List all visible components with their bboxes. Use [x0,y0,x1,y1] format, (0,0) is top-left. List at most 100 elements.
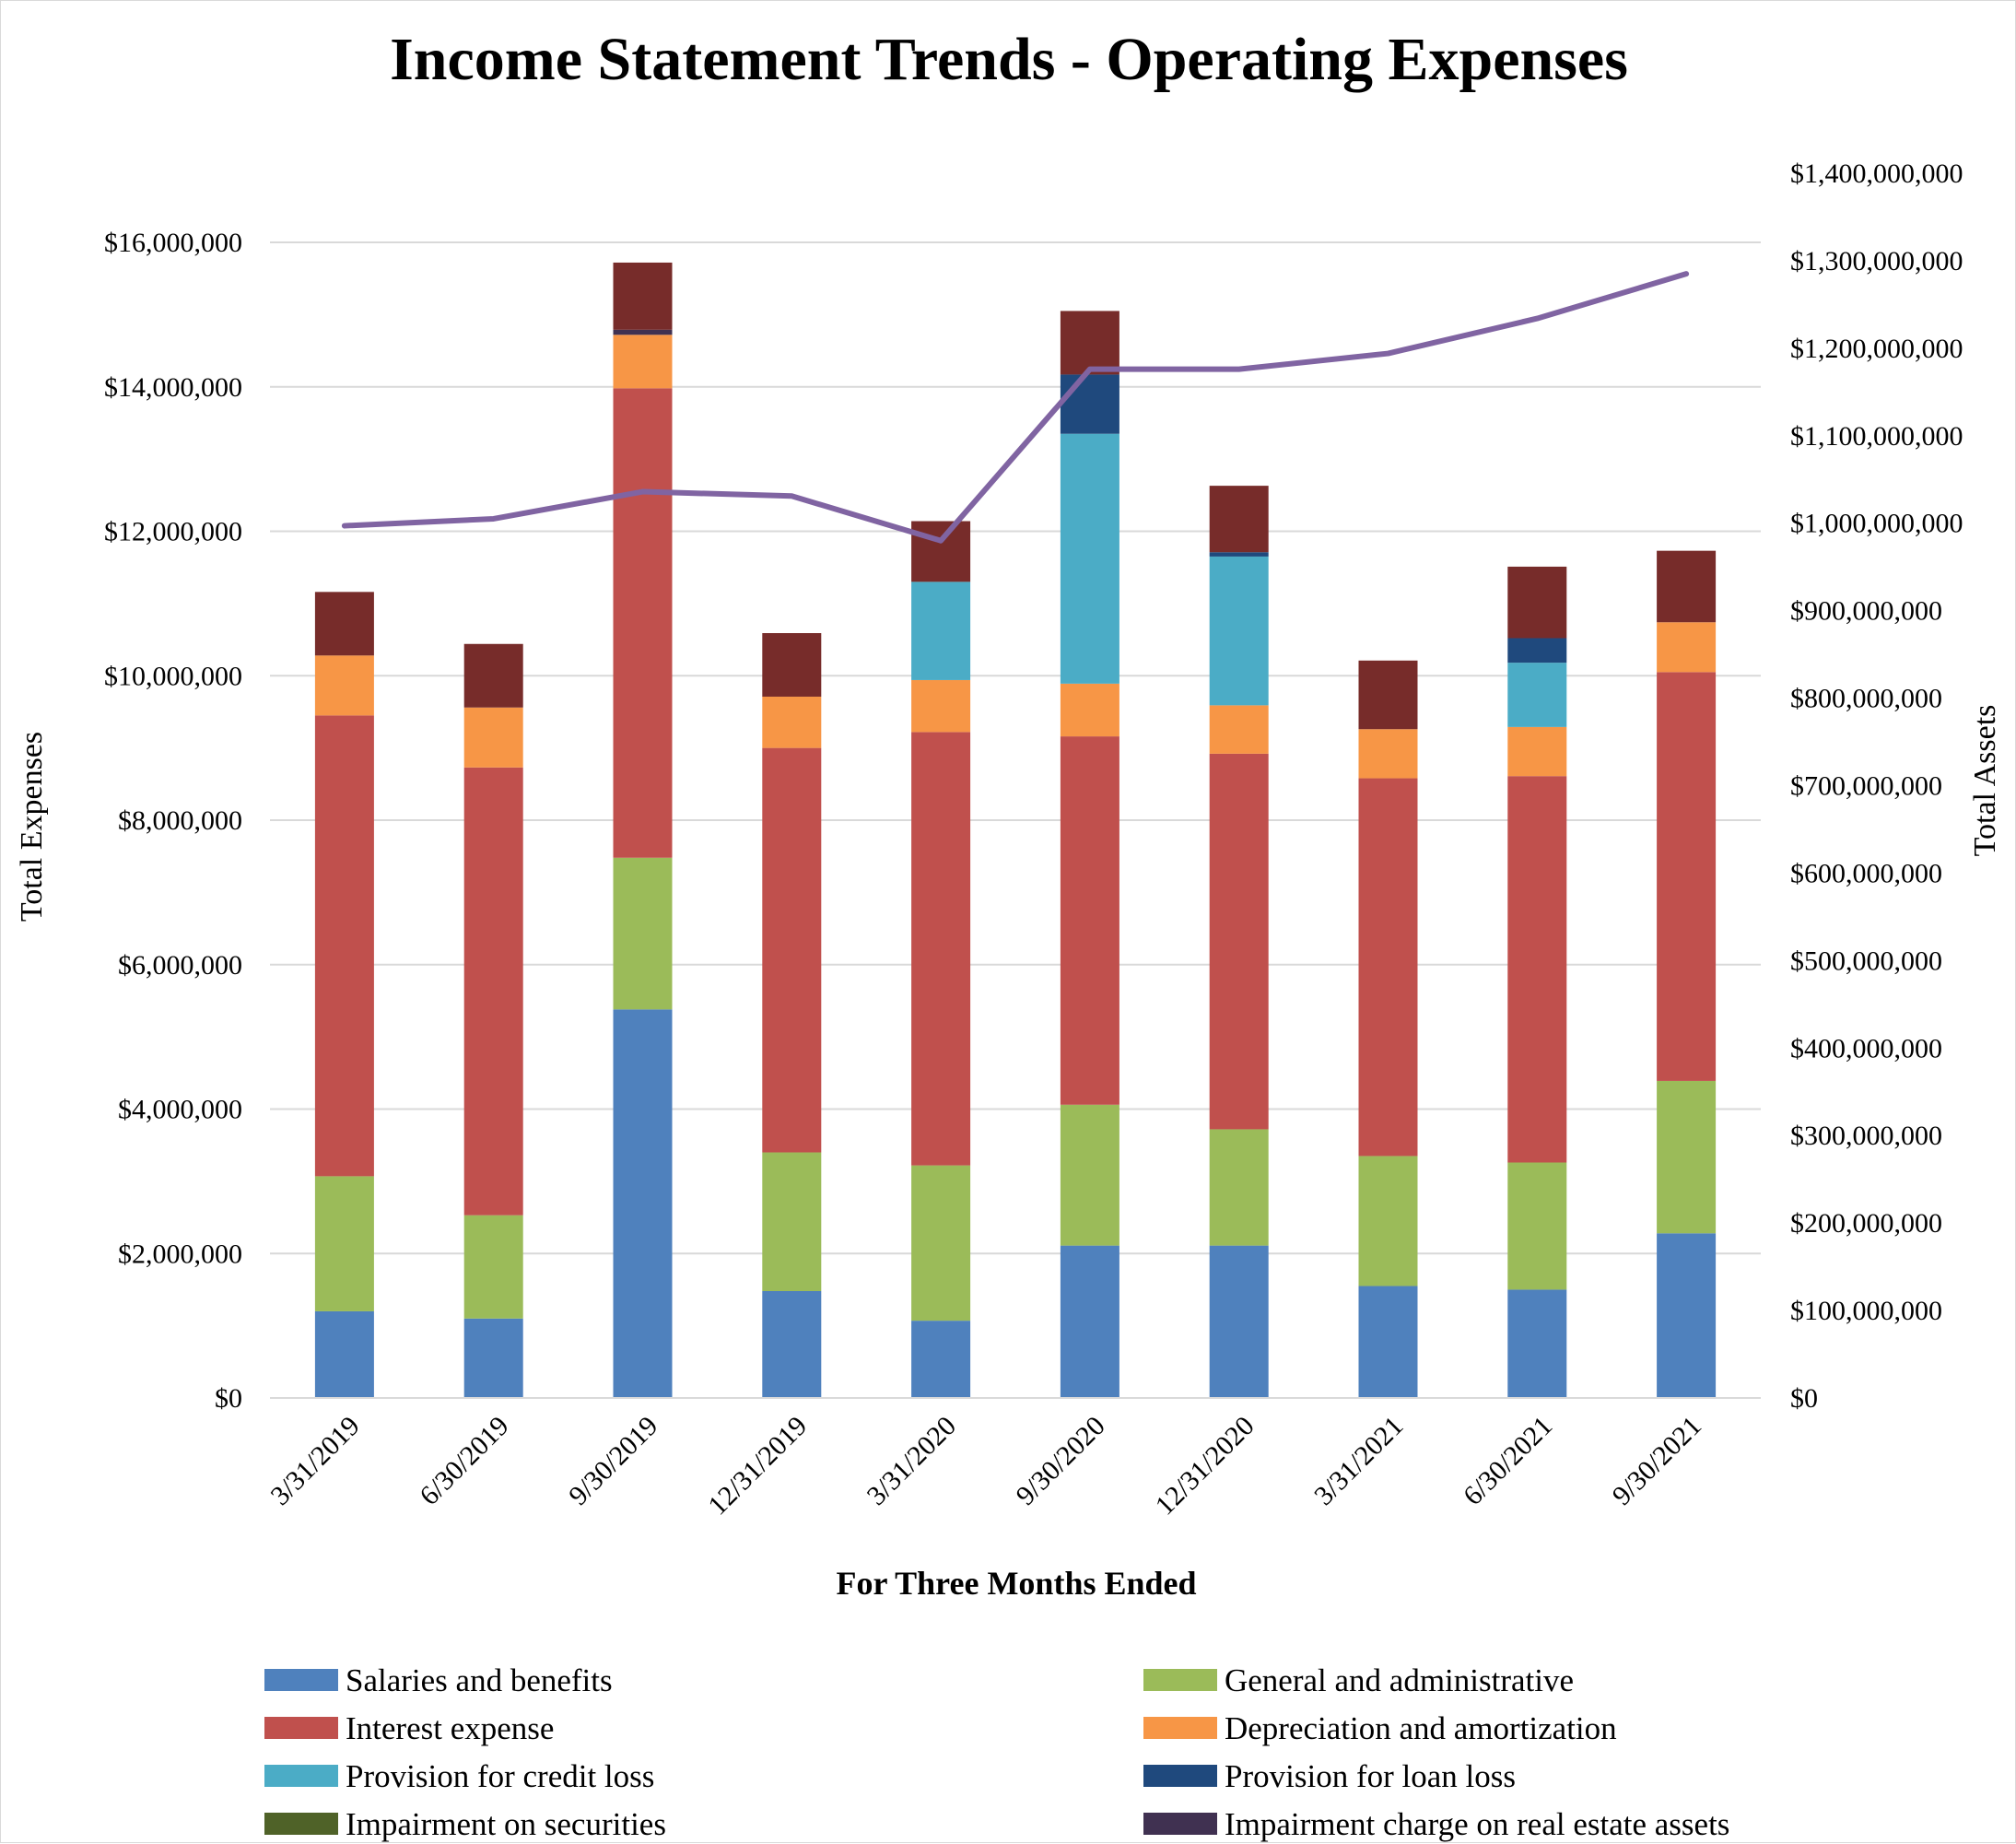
legend-swatch [1143,1813,1217,1835]
bar-segment-salaries-and-benefits [314,1310,374,1398]
bar-segment-depreciation-and-amortization [762,696,822,748]
bar-segment-interest-expense [762,747,822,1153]
left-axis-ticks: $0 $2,000,000 $4,000,000 $6,000,000 $8,000,0… [104,228,242,1414]
y-axis-title: Total Expenses [15,732,49,922]
y2-tick-label: $500,000,000 [1790,945,1942,976]
bar-segment-depreciation-and-amortization [1060,683,1119,737]
bar-segment-provision-for-loan-loss [1507,638,1567,664]
x-tick-label: 3/31/2021 [1308,1411,1409,1511]
bar-segment-depreciation-and-amortization [613,335,673,389]
bar-segment-depreciation-and-amortization [1657,622,1717,673]
bar-segment-salaries-and-benefits [613,1009,673,1398]
y2-tick-label: $900,000,000 [1790,596,1942,627]
y2-tick-label: $800,000,000 [1790,684,1942,714]
legend: Salaries and benefits General and adminis… [264,1662,1729,1842]
bar-segment-other [613,262,673,330]
chart-title: Income Statement Trends - Operating Expe… [390,26,1628,93]
x-tick-label: 12/31/2020 [1150,1411,1260,1521]
y2-tick-label: $1,300,000,000 [1790,246,1963,276]
bar-segment-general-and-administrative [1507,1162,1567,1290]
bar-segment-salaries-and-benefits [1358,1286,1418,1398]
bar-segment-depreciation-and-amortization [1507,726,1567,777]
x-tick-label: 12/31/2019 [702,1411,813,1521]
bar-segment-impairment-charge-on-real-estate-assets [613,329,673,335]
bar-segment-interest-expense [463,767,523,1216]
y2-tick-label: $0 [1790,1383,1818,1414]
bar-segment-salaries-and-benefits [1209,1245,1269,1398]
legend-label: General and administrative [1225,1662,1574,1698]
x-axis-title: For Three Months Ended [836,1565,1196,1602]
legend-swatch [264,1669,338,1691]
y2-tick-label: $600,000,000 [1790,858,1942,888]
y2-tick-label: $1,200,000,000 [1790,334,1963,364]
legend-label: Salaries and benefits [346,1662,613,1698]
bar-segment-interest-expense [1358,778,1418,1157]
y2-tick-label: $1,100,000,000 [1790,421,1963,452]
bar-segment-other [911,521,971,582]
y-tick-label: $14,000,000 [104,372,242,403]
bar-segment-interest-expense [1657,672,1717,1081]
y-tick-label: $2,000,000 [118,1239,242,1269]
bar-segment-other [1657,550,1717,623]
y2-axis-title: Total Assets [1968,705,2002,857]
bar-segment-interest-expense [1060,736,1119,1105]
stacked-bars [314,262,1717,1398]
bar-segment-general-and-administrative [762,1152,822,1292]
x-tick-label: 6/30/2021 [1458,1411,1558,1511]
bar-segment-general-and-administrative [613,857,673,1010]
bar-segment-general-and-administrative [314,1176,374,1311]
bar-segment-depreciation-and-amortization [314,655,374,716]
y-tick-label: $4,000,000 [118,1095,242,1125]
y2-tick-label: $400,000,000 [1790,1033,1942,1063]
y2-tick-label: $300,000,000 [1790,1121,1942,1151]
legend-swatch [264,1765,338,1787]
bar-segment-provision-for-credit-loss [1060,433,1119,684]
bar-segment-general-and-administrative [1657,1080,1717,1234]
y-tick-label: $0 [215,1383,242,1414]
y2-tick-label: $700,000,000 [1790,771,1942,802]
legend-label: Impairment charge on real estate assets [1225,1806,1729,1842]
y-tick-label: $10,000,000 [104,661,242,691]
legend-swatch [264,1813,338,1835]
bar-segment-interest-expense [1209,753,1269,1130]
y-tick-label: $6,000,000 [118,950,242,981]
bar-segment-other [1209,486,1269,553]
bar-segment-salaries-and-benefits [1507,1289,1567,1398]
y2-tick-label: $200,000,000 [1790,1208,1942,1239]
right-axis-ticks: $0 $100,000,000 $200,000,000 $300,000,000 $4… [1790,159,1963,1414]
bar-segment-salaries-and-benefits [911,1321,971,1398]
bar-segment-other [1060,311,1119,375]
bar-segment-salaries-and-benefits [1657,1233,1717,1398]
bar-segment-general-and-administrative [1060,1104,1119,1246]
bar-segment-depreciation-and-amortization [911,679,971,733]
legend-swatch [1143,1717,1217,1739]
bar-segment-general-and-administrative [1209,1129,1269,1246]
x-tick-label: 3/31/2020 [861,1411,962,1511]
bar-segment-depreciation-and-amortization [1358,729,1418,779]
legend-label: Provision for loan loss [1225,1758,1516,1794]
x-tick-label: 6/30/2019 [414,1411,514,1511]
bar-segment-interest-expense [911,732,971,1166]
bar-segment-other [762,633,822,697]
bar-segment-other [1507,566,1567,639]
legend-swatch [1143,1765,1217,1787]
bar-segment-provision-for-credit-loss [1507,663,1567,727]
x-tick-label: 9/30/2019 [563,1411,663,1511]
bar-segment-general-and-administrative [1358,1156,1418,1286]
bar-segment-provision-for-credit-loss [1209,556,1269,706]
x-tick-label: 3/31/2019 [264,1411,365,1511]
x-axis-ticks: 3/31/2019 6/30/2019 9/30/2019 12/31/2019 3/3… [264,1411,1707,1521]
y2-tick-label: $100,000,000 [1790,1296,1942,1326]
bar-segment-other [314,592,374,656]
y2-tick-label: $1,000,000,000 [1790,509,1963,539]
bar-segment-interest-expense [1507,776,1567,1163]
bar-segment-other [1358,660,1418,730]
legend-swatch [264,1717,338,1739]
legend-label: Impairment on securities [346,1806,666,1842]
bar-segment-depreciation-and-amortization [1209,705,1269,754]
bar-segment-salaries-and-benefits [463,1318,523,1398]
legend-label: Interest expense [346,1710,554,1746]
bar-segment-provision-for-loan-loss [1060,374,1119,434]
y2-tick-label: $1,400,000,000 [1790,159,1963,189]
